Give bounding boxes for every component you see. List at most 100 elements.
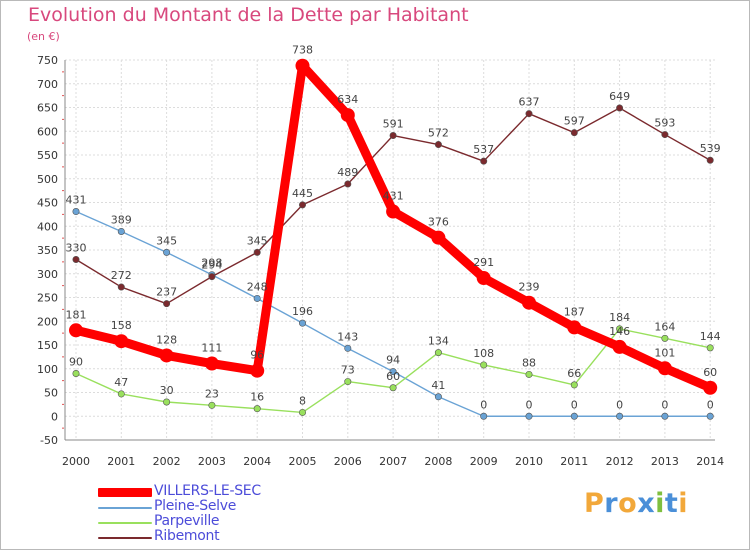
data-point [298, 408, 306, 416]
data-label: 73 [341, 364, 355, 377]
chart-subtitle: (en €) [27, 30, 60, 43]
data-point [389, 384, 397, 392]
data-label: 272 [111, 269, 132, 282]
y-tick-label: 550 [37, 149, 58, 162]
data-label: 389 [111, 213, 132, 226]
data-point [117, 390, 125, 398]
data-label: 187 [564, 305, 585, 318]
data-label: 294 [201, 259, 222, 272]
y-tick-label: 700 [37, 78, 58, 91]
data-label: 431 [66, 194, 87, 207]
data-point [117, 227, 125, 235]
x-tick-label: 2002 [153, 455, 181, 468]
data-point [612, 339, 627, 354]
data-point [431, 230, 446, 245]
data-point [525, 110, 533, 118]
data-label: 108 [473, 347, 494, 360]
data-point [661, 334, 669, 342]
data-label: 637 [519, 96, 540, 109]
data-label: 88 [522, 356, 536, 369]
data-point [706, 156, 714, 164]
data-label: 649 [609, 90, 630, 103]
data-point [344, 344, 352, 352]
x-tick-label: 2003 [198, 455, 226, 468]
data-point [208, 401, 216, 409]
data-point [706, 344, 714, 352]
data-label: 181 [66, 308, 87, 321]
data-point [480, 361, 488, 369]
x-tick-label: 2014 [696, 455, 724, 468]
data-point [253, 294, 261, 302]
data-point [616, 412, 624, 420]
logo-letter: t [664, 488, 679, 519]
data-label: 66 [567, 367, 581, 380]
data-point [522, 295, 536, 310]
data-point [657, 361, 672, 376]
y-tick-label: 600 [37, 125, 58, 138]
data-point [253, 405, 261, 413]
data-point [567, 320, 582, 335]
y-tick-label: 150 [37, 339, 58, 352]
y-tick-label: 300 [37, 268, 58, 281]
data-label: 376 [428, 216, 449, 229]
x-tick-label: 2011 [560, 455, 588, 468]
data-label: 445 [292, 187, 313, 200]
legend-label: Pleine-Selve [154, 498, 237, 514]
data-label: 41 [431, 379, 445, 392]
data-label: 60 [386, 370, 400, 383]
data-point [344, 180, 352, 188]
data-point [706, 412, 714, 420]
data-point [703, 380, 718, 395]
data-point [163, 398, 171, 406]
data-label: 144 [700, 330, 721, 343]
data-label: 593 [654, 117, 675, 130]
data-label: 134 [428, 335, 449, 348]
data-label: 597 [564, 115, 585, 128]
y-tick-label: 100 [37, 363, 58, 376]
data-point [570, 129, 578, 137]
data-label: 248 [247, 280, 268, 293]
logo-letter: x [637, 488, 656, 519]
logo-letter: r [604, 488, 619, 519]
data-point [159, 348, 174, 363]
y-tick-label: 0 [51, 410, 58, 423]
data-label: 537 [473, 143, 494, 156]
data-point [616, 104, 624, 112]
logo-letter: o [618, 488, 638, 519]
data-label: 101 [654, 346, 675, 359]
data-point [72, 208, 80, 216]
data-label: 158 [111, 319, 132, 332]
logo-letter: i [678, 488, 689, 519]
data-label: 237 [156, 286, 177, 299]
data-point [117, 283, 125, 291]
data-label: 94 [386, 354, 400, 367]
data-point [434, 393, 442, 401]
y-tick-label: -50 [40, 434, 58, 447]
data-label: 431 [383, 190, 404, 203]
data-label: 30 [160, 384, 174, 397]
data-point [298, 319, 306, 327]
legend-swatch [98, 507, 152, 509]
data-point [253, 248, 261, 256]
y-tick-label: 650 [37, 102, 58, 115]
y-tick-label: 200 [37, 315, 58, 328]
y-tick-label: 500 [37, 173, 58, 186]
x-tick-label: 2013 [651, 455, 679, 468]
data-label: 572 [428, 127, 449, 140]
x-tick-label: 2012 [606, 455, 634, 468]
data-label: 0 [571, 398, 578, 411]
data-label: 23 [205, 387, 219, 400]
data-label: 90 [69, 356, 83, 369]
data-label: 47 [114, 376, 128, 389]
data-point [389, 368, 397, 376]
legend-swatch [98, 522, 152, 524]
data-point [480, 412, 488, 420]
data-point [298, 201, 306, 209]
data-label: 298 [201, 257, 222, 270]
legend-label: Parpeville [154, 513, 220, 529]
data-point [295, 58, 310, 73]
x-tick-label: 2005 [289, 455, 317, 468]
data-point [204, 356, 219, 371]
data-label: 111 [201, 342, 222, 355]
legend-swatch [98, 537, 152, 539]
